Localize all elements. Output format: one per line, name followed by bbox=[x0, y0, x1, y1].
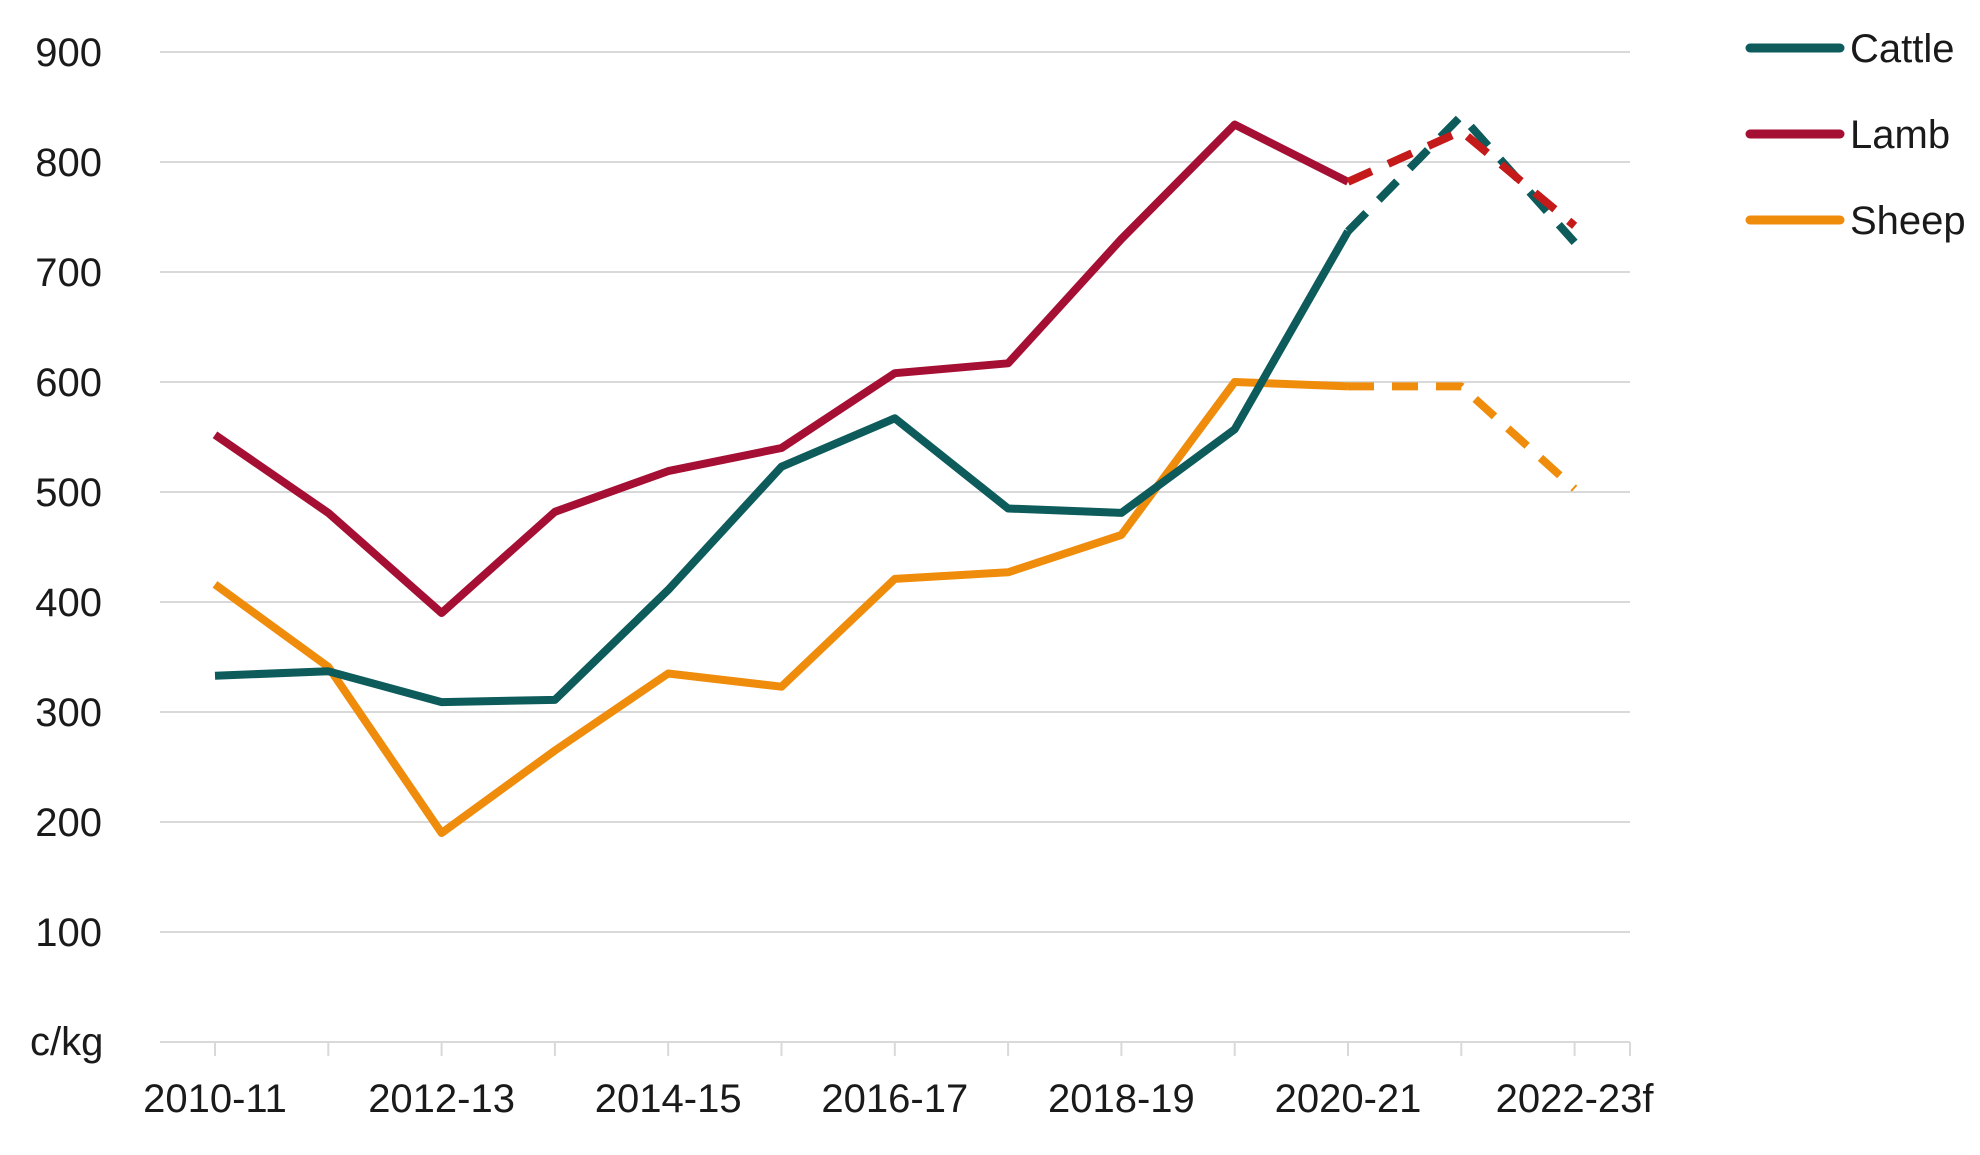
y-tick-label: 500 bbox=[35, 471, 102, 515]
y-axis-tick-labels: 100 200 300 400 500 600 700 800 900 bbox=[35, 31, 102, 955]
x-tick-label: 2016-17 bbox=[821, 1077, 968, 1121]
series-line-lamb bbox=[212, 120, 1350, 617]
y-tick-label: 400 bbox=[35, 581, 102, 625]
x-axis bbox=[160, 1041, 1631, 1056]
x-axis-tick-labels: 2010-11 2012-13 2014-15 2016-17 2018-19 2020-… bbox=[143, 1077, 1654, 1121]
x-tick-label: 2012-13 bbox=[368, 1077, 515, 1121]
y-tick-label: 300 bbox=[35, 691, 102, 735]
y-axis-unit-label: c/kg bbox=[30, 1020, 103, 1064]
y-tick-label: 200 bbox=[35, 801, 102, 845]
legend-label-sheep: Sheep bbox=[1850, 199, 1966, 243]
x-tick-label: 2018-19 bbox=[1048, 1077, 1195, 1121]
y-tick-label: 900 bbox=[35, 31, 102, 75]
y-tick-label: 600 bbox=[35, 361, 102, 405]
series-lines bbox=[212, 111, 1578, 837]
x-tick-label: 2014-15 bbox=[595, 1077, 742, 1121]
x-tick-label: 2010-11 bbox=[143, 1077, 287, 1121]
x-tick-label: 2022-23f bbox=[1496, 1077, 1655, 1121]
y-tick-label: 100 bbox=[35, 911, 102, 955]
gridlines bbox=[160, 51, 1630, 933]
x-tick-label: 2020-21 bbox=[1275, 1077, 1422, 1121]
legend-label-lamb: Lamb bbox=[1850, 113, 1950, 157]
legend: Cattle Lamb Sheep bbox=[1745, 27, 1966, 243]
y-tick-label: 700 bbox=[35, 251, 102, 295]
legend-label-cattle: Cattle bbox=[1850, 27, 1955, 71]
series-forecast-line-sheep bbox=[1348, 382, 1578, 492]
series-forecast-line-lamb bbox=[1346, 127, 1578, 229]
series-forecast-line-cattle bbox=[1345, 111, 1578, 245]
y-tick-label: 800 bbox=[35, 141, 102, 185]
